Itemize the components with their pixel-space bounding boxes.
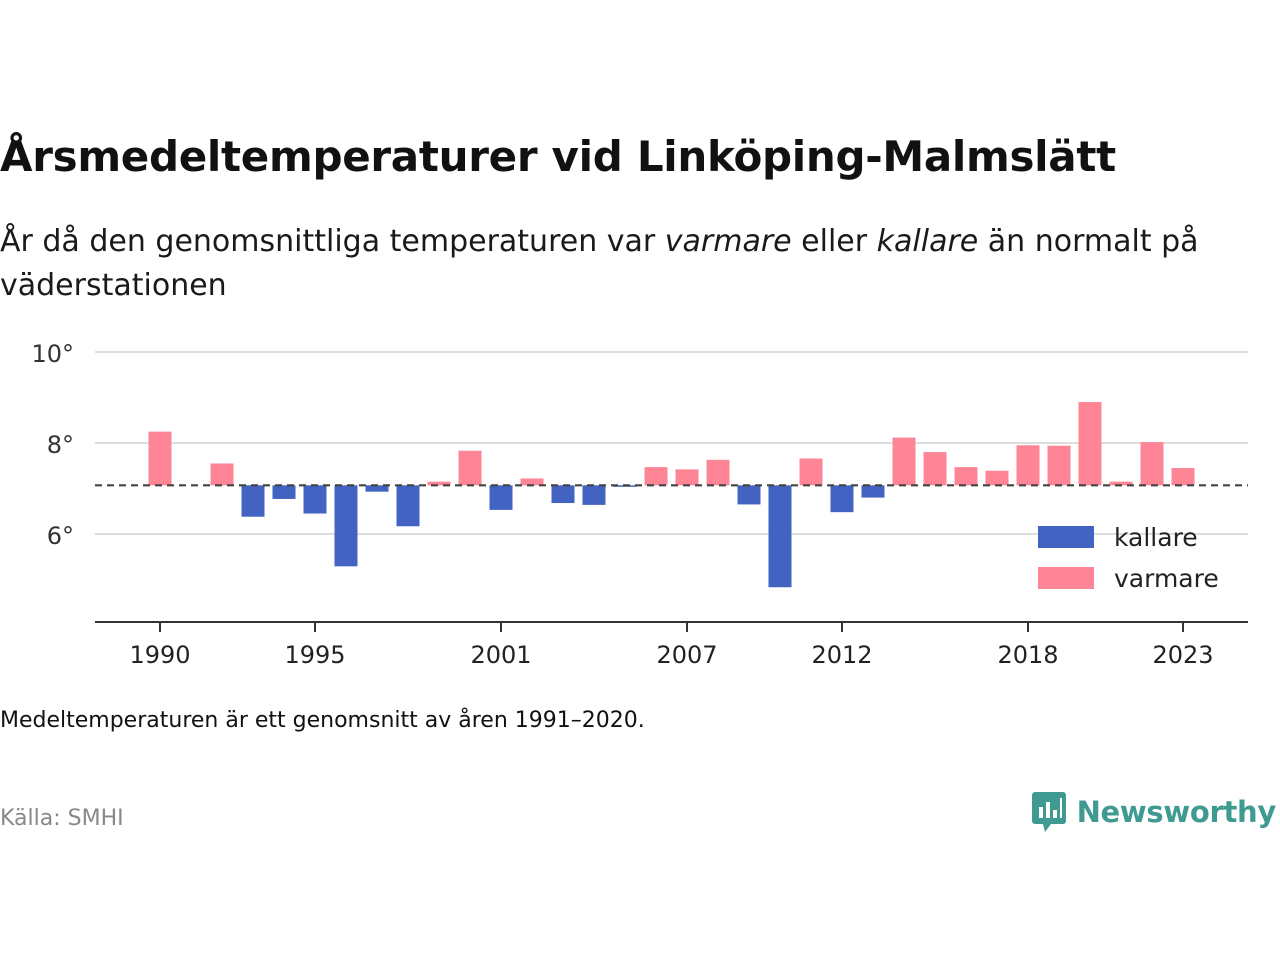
bar-2010 [768,485,792,588]
bar-1994 [272,485,296,499]
x-tick-label: 1990 [129,641,190,669]
newsworthy-logo-icon [1031,792,1066,832]
x-tick-label: 1995 [284,641,345,669]
x-tick-label: 2018 [997,641,1058,669]
bar-2009 [737,485,761,505]
bar-2016 [954,467,978,486]
x-axis: 1990 1995 2001 2007 2012 2018 2023 [95,621,1248,669]
bar-2000 [458,450,482,486]
bar-2018 [1016,445,1040,486]
bar-2013 [861,485,885,498]
bar-2001 [489,485,513,510]
y-tick-label: 6° [47,522,74,550]
subtitle-warm-word: varmare [664,224,792,259]
bar-2019 [1047,445,1071,486]
bar-2017 [985,470,1009,486]
bar-2014 [892,437,916,486]
bar-1992 [210,463,234,486]
subtitle-suffix: än normalt på väderstationen [0,224,1199,303]
subtitle-middle: eller [791,224,877,259]
grid-lines [95,351,1248,535]
bar-2021 [1109,481,1133,486]
legend-swatch-varmare [1038,567,1094,589]
bar-2011 [799,458,823,486]
y-tick-label: 10° [31,340,74,368]
y-axis-labels: 6° 8° 10° [31,340,74,550]
bar-2002 [520,478,544,486]
bar-2003 [551,485,575,504]
bar-1997 [365,485,389,492]
chart-title: Årsmedeltemperaturer vid Linköping-Malms… [0,132,1116,181]
bar-2006 [644,467,668,486]
bar-1995 [303,485,327,514]
x-tick-label: 2001 [470,641,531,669]
bars [148,402,1195,588]
bar-1998 [396,485,420,527]
bar-2004 [582,485,606,505]
bar-2008 [706,459,730,486]
subtitle-prefix: År då den genomsnittliga temperaturen va… [0,224,665,259]
source-text: Källa: SMHI [0,806,124,831]
bar-1996 [334,485,358,567]
legend-label-varmare: varmare [1114,564,1219,593]
legend-label-kallare: kallare [1114,523,1198,552]
chart-subtitle: År då den genomsnittliga temperaturen va… [0,220,1270,308]
brand-name: Newsworthy [1076,795,1277,829]
bar-1993 [241,485,265,517]
y-tick-label: 8° [47,431,74,459]
bar-2012 [830,485,854,513]
x-tick-label: 2023 [1152,641,1213,669]
bar-1990 [148,431,172,486]
bar-2020 [1078,402,1102,486]
bar-2007 [675,469,699,486]
bar-2022 [1140,442,1164,486]
legend: kallare varmare [1038,523,1219,593]
bar-1999 [427,481,451,486]
bar-2015 [923,452,947,486]
bar-chart: 1990 1995 2001 2007 2012 2018 2023 6° 8° 10° kal… [31,340,1248,669]
brand-logo: Newsworthy [1031,790,1276,834]
legend-swatch-kallare [1038,526,1094,548]
bar-2023 [1171,468,1195,486]
footnote: Medeltemperaturen är ett genomsnitt av å… [0,708,645,733]
x-tick-label: 2012 [811,641,872,669]
x-tick-label: 2007 [656,641,717,669]
subtitle-cold-word: kallare [876,224,979,259]
